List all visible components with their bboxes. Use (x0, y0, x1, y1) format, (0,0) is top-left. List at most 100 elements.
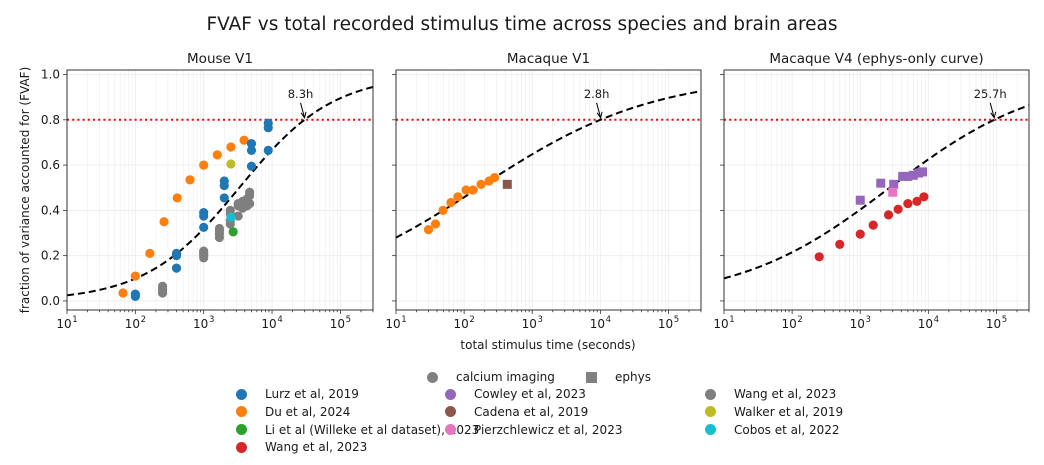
x-tick-exponent: 4 (277, 315, 282, 325)
x-tick-label: 10 (986, 317, 1001, 331)
annotation-arrow (989, 102, 995, 118)
data-point (239, 135, 249, 145)
annotation-arrowhead (990, 111, 997, 119)
data-point (263, 118, 273, 128)
data-point (199, 208, 209, 218)
data-point (130, 289, 140, 299)
figure-title: FVAF vs total recorded stimulus time acr… (206, 14, 837, 35)
x-tick-exponent: 1 (72, 315, 77, 325)
y-tick-label: 0.2 (41, 249, 60, 263)
y-tick-label: 0.0 (41, 294, 60, 308)
data-point-square (889, 179, 899, 189)
data-point (157, 281, 168, 291)
fit-curve (723, 104, 1030, 280)
x-tick-label: 10 (56, 317, 71, 331)
data-point-square (898, 171, 908, 181)
data-point (446, 197, 456, 208)
data-point (226, 142, 236, 152)
data-point (199, 160, 209, 170)
annotation-arrow (300, 102, 306, 118)
data-point (476, 179, 486, 189)
data-point (468, 185, 478, 195)
x-tick-label: 10 (781, 317, 796, 331)
y-tick-label: 1.0 (41, 68, 60, 82)
x-tick-exponent: 2 (797, 315, 802, 325)
x-tick-label: 10 (330, 317, 345, 331)
x-tick-label: 10 (850, 317, 865, 331)
y-tick-label: 0.6 (41, 158, 60, 172)
data-point (171, 248, 182, 258)
data-point (912, 196, 922, 206)
data-point (453, 192, 463, 202)
data-point (226, 212, 236, 222)
data-point (883, 210, 894, 220)
data-point-square (502, 179, 512, 189)
data-point (461, 185, 471, 195)
data-point (118, 288, 128, 298)
y-tick-label: 0.8 (41, 113, 60, 127)
axes-frame (66, 69, 374, 311)
data-point (855, 229, 865, 239)
data-point (172, 193, 182, 203)
data-point (423, 225, 434, 235)
x-tick-exponent: 4 (606, 315, 611, 325)
x-tick-exponent: 3 (538, 315, 543, 325)
data-point (212, 150, 222, 160)
fit-curve (66, 86, 374, 297)
annotation-arrowhead (596, 111, 603, 119)
data-point (130, 271, 140, 281)
data-point (430, 219, 441, 229)
x-tick-label: 10 (125, 317, 140, 331)
fit-curve (395, 90, 702, 239)
panel-title: Macaque V4 (ephys-only curve) (769, 51, 983, 67)
x-tick-exponent: 3 (209, 315, 214, 325)
x-tick-label: 10 (658, 317, 673, 331)
data-point (225, 205, 235, 215)
data-point (219, 176, 229, 186)
data-point (171, 263, 182, 273)
panel-title: Macaque V1 (507, 51, 590, 67)
data-point (185, 175, 195, 185)
data-point (893, 204, 903, 214)
x-tick-label: 10 (261, 317, 276, 331)
data-point-square (876, 178, 886, 188)
data-point-square (888, 187, 898, 197)
axes-frame (395, 69, 702, 311)
data-point (245, 187, 255, 197)
data-point-square (918, 167, 928, 177)
x-tick-exponent: 4 (934, 315, 939, 325)
data-point (233, 211, 243, 221)
annotation-arrow (596, 102, 602, 118)
crossing-label: 8.3h (288, 87, 314, 101)
crossing-label: 25.7h (974, 87, 1007, 101)
crossing-label: 2.8h (584, 87, 610, 101)
x-axis-label: total stimulus time (seconds) (460, 338, 635, 352)
x-tick-exponent: 5 (346, 315, 351, 325)
y-tick-label: 0.4 (41, 203, 60, 217)
x-tick-exponent: 1 (729, 315, 734, 325)
data-point-square (903, 171, 913, 181)
data-point (438, 205, 448, 215)
panel-title: Mouse V1 (187, 51, 253, 67)
data-point (246, 145, 257, 155)
x-tick-label: 10 (590, 317, 605, 331)
data-point-square (908, 170, 918, 180)
x-tick-exponent: 1 (401, 315, 406, 325)
data-point (246, 161, 257, 171)
data-point (489, 172, 500, 183)
data-point (903, 198, 913, 209)
data-point (226, 159, 236, 169)
data-point-square (855, 195, 865, 205)
data-point (245, 198, 255, 209)
axes-frame (723, 69, 1030, 311)
x-tick-label: 10 (385, 317, 400, 331)
annotation-arrowhead (300, 111, 307, 119)
x-tick-label: 10 (453, 317, 468, 331)
data-point (199, 222, 209, 232)
data-point (919, 192, 929, 202)
data-point (868, 220, 878, 230)
data-point (228, 227, 238, 237)
